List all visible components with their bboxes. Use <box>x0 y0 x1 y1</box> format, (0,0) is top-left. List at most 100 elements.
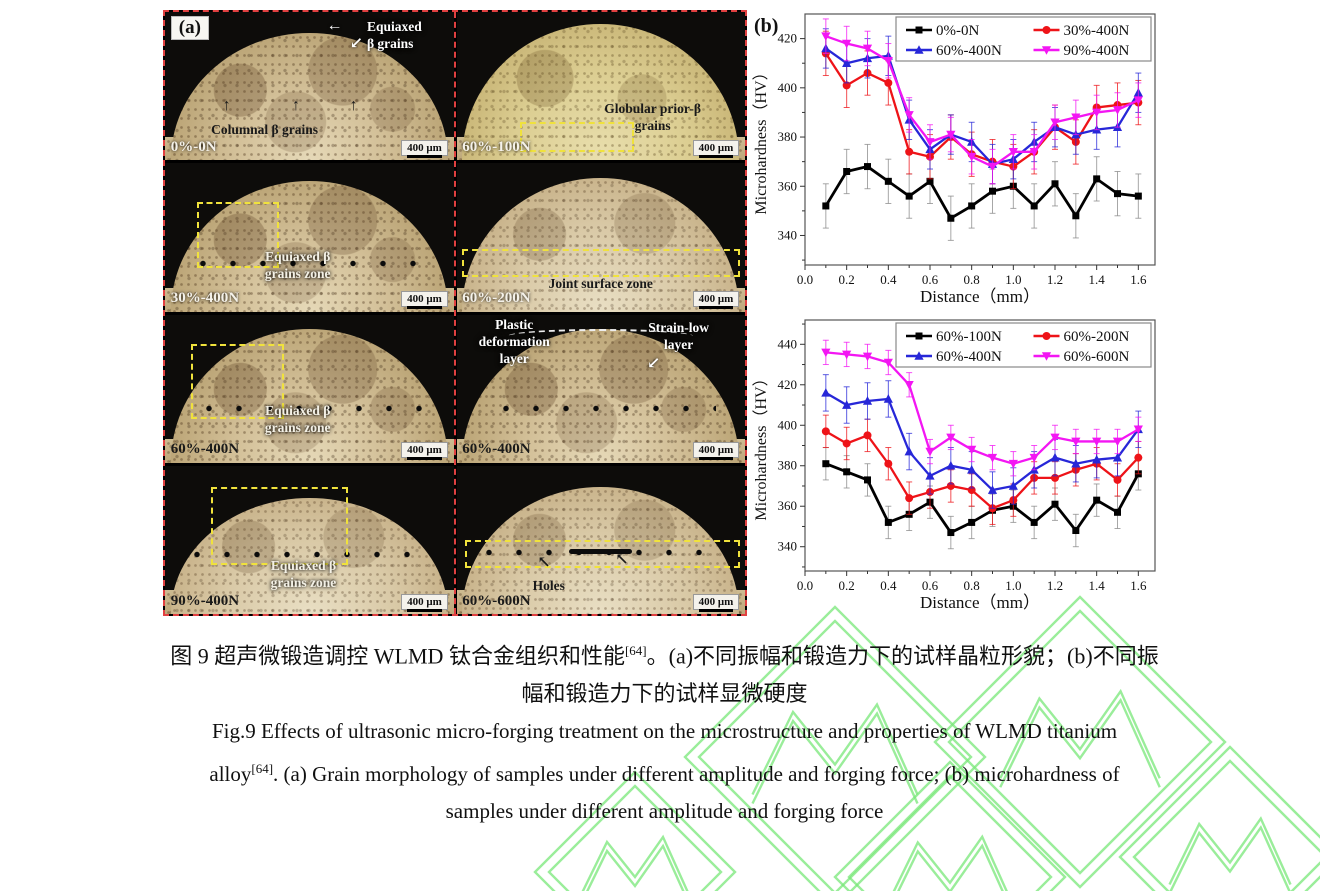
marker-square <box>822 202 830 210</box>
caption-zh-line2: 幅和锻造力下的试样显微硬度 <box>521 681 808 707</box>
scale-bar-label: 400 μm <box>698 293 734 310</box>
deformation-boundary-line <box>508 329 694 343</box>
x-axis-label: Distance（mm） <box>920 593 1040 612</box>
marker-triangle-up <box>904 446 914 456</box>
y-tick-label: 420 <box>778 31 798 46</box>
x-axis-label: Distance（mm） <box>920 287 1040 306</box>
sample-label: 30%-400N <box>170 290 240 307</box>
marker-square <box>915 26 923 34</box>
marker-triangle-down <box>1092 108 1102 118</box>
marker-triangle-down <box>842 39 852 49</box>
marker-square <box>1093 496 1101 504</box>
marker-triangle-down <box>883 358 893 368</box>
legend-item: 0%-0N <box>906 23 979 39</box>
annotation-label: Holes <box>532 578 565 594</box>
series-line <box>824 165 1139 221</box>
arrow-icon: ↑ <box>291 96 300 114</box>
scale-bar-label: 400 μm <box>407 141 442 158</box>
micrograph-panel: Equiaxed β grains zone 60%-400N 400 μm <box>165 314 454 463</box>
marker-square <box>947 214 955 222</box>
marker-triangle-down <box>1029 453 1039 463</box>
series-line <box>825 35 1139 168</box>
marker-triangle-up <box>1071 458 1081 468</box>
marker-square <box>884 177 892 185</box>
marker-triangle-up <box>1112 452 1123 462</box>
chart-svg: 0.0 0.2 0.4 0.6 0.8 1.0 1.2 1.4 1.6 340 360 380 400 4… <box>752 319 1156 612</box>
roi-box <box>462 249 741 277</box>
y-tick-label: 360 <box>778 178 798 193</box>
roi-box <box>519 121 634 153</box>
marker-triangle-down <box>821 348 831 358</box>
annotation-label: Equiaxed β grains zone <box>270 557 337 590</box>
annotation-label: Strain-low layer <box>648 320 709 353</box>
micrograph-grid: Equiaxed β grains Columnal β grains ← ↙ ↑ ↑ ↑ (… <box>165 12 745 614</box>
series-60-400N <box>821 374 1143 509</box>
pore-line <box>182 548 437 560</box>
marker-triangle-down <box>1071 437 1081 447</box>
sample-label: 60%-200N <box>462 290 531 307</box>
marker-triangle-down <box>925 138 935 147</box>
scale-bar-label: 400 μm <box>698 444 734 461</box>
marker-circle <box>863 431 872 440</box>
marker-circle <box>1134 453 1143 462</box>
scale-bar: 400 μm <box>692 291 740 310</box>
marker-triangle-down <box>904 111 914 120</box>
scale-bar: 400 μm <box>692 139 740 158</box>
marker-triangle-down <box>967 152 977 162</box>
legend-item: 60%-400N <box>906 349 1002 365</box>
marker-triangle-down <box>987 162 998 172</box>
crack-defect <box>569 548 633 554</box>
x-tick-label: 1.6 <box>1130 578 1147 593</box>
marker-triangle-down <box>1050 433 1060 443</box>
marker-triangle-up <box>1092 454 1102 464</box>
chart-svg: 0.0 0.2 0.4 0.6 0.8 1.0 1.2 1.4 1.6 340 360 380 400 4… <box>752 13 1156 306</box>
roi-box <box>211 486 348 565</box>
annotation-label: Plastic deformation layer <box>478 317 550 367</box>
marker-square <box>864 163 871 171</box>
marker-triangle-down <box>1041 46 1052 55</box>
marker-circle <box>821 427 830 436</box>
legend-item: 90%-400N <box>1033 43 1129 59</box>
marker-circle <box>884 459 893 468</box>
series-60-600N <box>821 339 1143 477</box>
x-tick-label: 1.6 <box>1130 272 1147 287</box>
caption-zh-line1-rest: 。(a)不同振幅和锻造力下的试样晶粒形貌；(b)不同振 <box>646 643 1159 669</box>
y-tick-label: 340 <box>778 539 798 554</box>
legend-label: 60%-400N <box>936 43 1002 59</box>
y-axis-label: Microhardness（HV） <box>752 64 770 214</box>
x-tick-label: 0.8 <box>964 272 980 287</box>
scale-bar: 400 μm <box>401 593 448 612</box>
marker-square <box>884 518 892 526</box>
marker-square <box>915 332 923 340</box>
panel-b-label: (b) <box>754 15 778 37</box>
x-tick-label: 0.0 <box>797 272 813 287</box>
caption-en-line3: samples under different amplitude and fo… <box>445 799 884 824</box>
caption-en-line1: Fig.9 Effects of ultrasonic micro-forgin… <box>211 719 1118 744</box>
scale-bar: 400 μm <box>692 442 740 461</box>
marker-triangle-up <box>821 388 831 397</box>
annotation-label: Equiaxed β grains <box>366 19 422 52</box>
roi-box <box>196 201 279 269</box>
marker-triangle-down <box>821 32 831 41</box>
scale-bar: 400 μm <box>401 291 448 310</box>
marker-triangle-down <box>1050 118 1060 128</box>
marker-circle <box>905 147 914 156</box>
marker-square <box>1114 190 1121 198</box>
marker-square <box>1072 527 1080 535</box>
micrograph-panel: Equiaxed β grains zone 30%-400N 400 μm <box>165 163 454 312</box>
sample-label: 90%-400N <box>170 592 240 609</box>
annotation-label: Columnal β grains <box>211 121 319 137</box>
marker-square <box>947 529 955 537</box>
watermark-zigzag <box>897 843 1004 891</box>
marker-triangle-down <box>1071 113 1081 123</box>
marker-circle <box>905 494 914 503</box>
series-line <box>825 351 1139 465</box>
scale-bar-label: 400 μm <box>407 444 442 461</box>
marker-triangle-down <box>1133 96 1143 105</box>
caption-en-line2-rest: . (a) Grain morphology of samples under … <box>273 762 1120 787</box>
marker-square <box>1051 500 1059 508</box>
legend-label: 60%-200N <box>1064 329 1130 345</box>
marker-triangle-down <box>987 453 998 463</box>
x-tick-label: 1.0 <box>1005 578 1021 593</box>
micrograph-panel: Equiaxed β grains zone 90%-400N 400 μm <box>165 465 454 614</box>
